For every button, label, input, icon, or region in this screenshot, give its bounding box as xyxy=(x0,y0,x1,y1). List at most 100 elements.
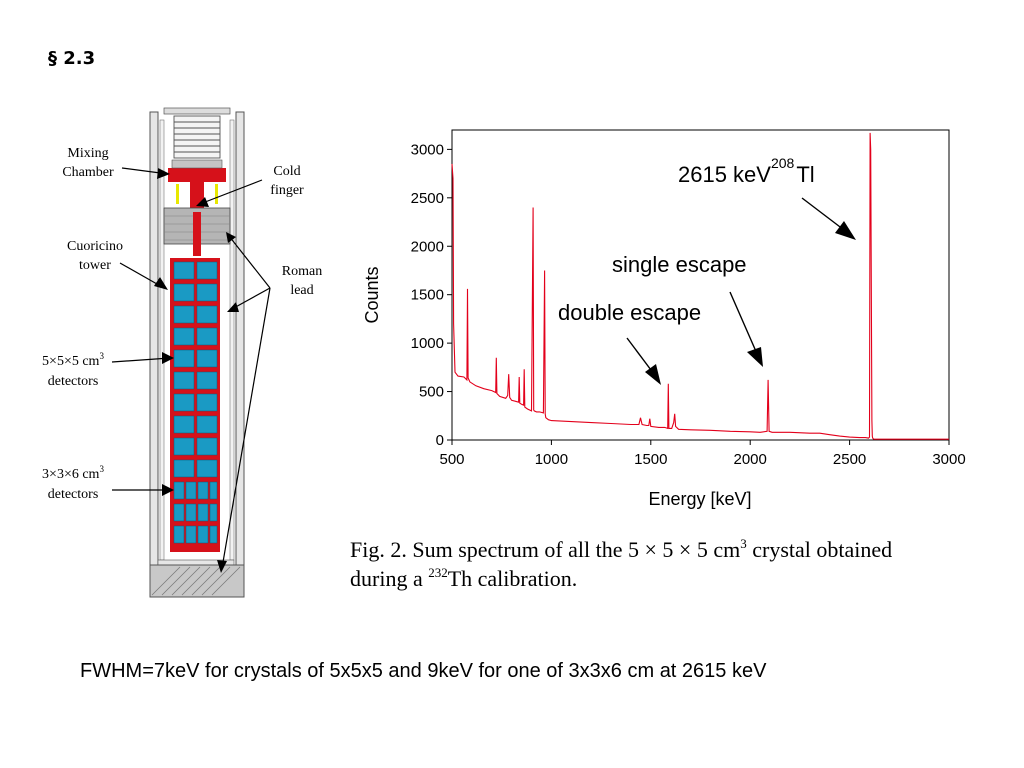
plot-frame xyxy=(451,129,950,441)
caption-part-4: Th calibration. xyxy=(447,566,578,591)
label-det336-sup: 3 xyxy=(99,464,104,474)
tower-hanger xyxy=(193,212,201,256)
detector-5x5x5 xyxy=(173,327,195,346)
x-tick-label: 2000 xyxy=(734,451,767,468)
x-tick-label: 1500 xyxy=(634,451,667,468)
detector-3x3x6 xyxy=(197,525,209,544)
detector-5x5x5 xyxy=(196,459,218,478)
y-axis-label: Counts xyxy=(362,266,382,323)
detector-3x3x6 xyxy=(173,503,185,522)
detector-5x5x5 xyxy=(173,349,195,368)
label-cuoricino-2: tower xyxy=(79,258,111,273)
mixing-chamber-plate xyxy=(168,168,226,182)
detector-5x5x5 xyxy=(173,283,195,302)
detector-5x5x5 xyxy=(173,459,195,478)
annotation-single-escape: single escape xyxy=(612,252,747,277)
detector-5x5x5 xyxy=(196,327,218,346)
label-det336-2: detectors xyxy=(48,487,99,502)
detector-3x3x6 xyxy=(197,503,209,522)
detector-3x3x6 xyxy=(209,503,218,522)
cold-finger xyxy=(190,182,204,212)
label-roman-lead-2: lead xyxy=(290,283,313,298)
detector-3x3x6 xyxy=(185,481,197,500)
y-tick-label: 1500 xyxy=(411,287,444,304)
label-cold-finger-1: Cold xyxy=(273,164,300,179)
support-post-left xyxy=(176,184,179,204)
annotation-arrowheads xyxy=(645,221,856,385)
section-title: § 2.3 xyxy=(48,48,96,69)
detector-5x5x5 xyxy=(173,305,195,324)
y-tick-label: 0 xyxy=(436,432,444,449)
detector-5x5x5 xyxy=(173,437,195,456)
cryostat-outer-left-wall xyxy=(149,111,159,598)
y-tick-label: 2500 xyxy=(411,190,444,207)
x-tick-label: 3000 xyxy=(932,451,965,468)
diagram-arrowheads xyxy=(154,168,239,573)
y-tick-label: 2000 xyxy=(411,238,444,255)
label-mixing-chamber-1: Mixing xyxy=(67,146,108,161)
detector-5x5x5 xyxy=(196,415,218,434)
label-roman-lead-1: Roman xyxy=(282,264,322,279)
x-tick-label: 500 xyxy=(439,451,464,468)
cryostat-outer-right-wall xyxy=(235,111,245,598)
caption-part-3: during a xyxy=(350,566,429,591)
detector-5x5x5 xyxy=(196,261,218,280)
detector-5x5x5 xyxy=(196,283,218,302)
x-tick-label: 2500 xyxy=(833,451,866,468)
annotation-arrows xyxy=(626,197,849,375)
detector-3x3x6 xyxy=(173,525,185,544)
annotation-2615-tail: Tl xyxy=(796,162,814,187)
support-post-right xyxy=(215,184,218,204)
annotation-2615-sup: 208 xyxy=(771,155,795,171)
label-cuoricino-1: Cuoricino xyxy=(67,239,123,254)
detector-3x3x6 xyxy=(173,481,185,500)
x-axis-label: Energy [keV] xyxy=(648,489,751,509)
label-det555-sup: 3 xyxy=(99,351,104,361)
label-det555-1: 5×5×5 cm3 xyxy=(42,351,104,369)
cryostat-inner-right-wall xyxy=(229,119,235,561)
y-tick-label: 3000 xyxy=(411,141,444,158)
detector-5x5x5 xyxy=(173,415,195,434)
detector-5x5x5 xyxy=(196,393,218,412)
top-flange xyxy=(163,107,231,115)
annotation-double-escape: double escape xyxy=(558,300,701,325)
annotation-2615-kev: 2615 keV208Tl xyxy=(678,155,815,187)
x-axis-ticks: 500 1000 1500 2000 2500 3000 xyxy=(439,440,966,468)
detector-3x3x6 xyxy=(197,481,209,500)
x-tick-label: 1000 xyxy=(535,451,568,468)
detector-3x3x6 xyxy=(209,525,218,544)
spectrum-series-line xyxy=(451,132,949,440)
detector-5x5x5 xyxy=(196,305,218,324)
caption-sup-2: 232 xyxy=(428,565,448,580)
label-det336-1: 3×3×6 cm3 xyxy=(42,464,104,482)
detector-3x3x6 xyxy=(209,481,218,500)
tower-detectors xyxy=(173,261,218,544)
y-axis-ticks: 0 500 1000 1500 2000 2500 3000 xyxy=(411,141,452,449)
figure-caption: Fig. 2. Sum spectrum of all the 5 × 5 × … xyxy=(350,535,990,593)
caption-part-2: crystal obtained xyxy=(746,537,893,562)
spectrum-chart: 0 500 1000 1500 2000 2500 3000 500 1000 1500 2000… xyxy=(362,129,966,509)
label-det336-text: 3×3×6 cm xyxy=(42,467,100,482)
detector-5x5x5 xyxy=(196,437,218,456)
label-det555-2: detectors xyxy=(48,374,99,389)
detector-5x5x5 xyxy=(173,371,195,390)
mixing-chamber-top xyxy=(171,159,223,169)
y-tick-label: 1000 xyxy=(411,335,444,352)
detector-3x3x6 xyxy=(185,525,197,544)
caption-sup-1: 3 xyxy=(740,536,747,551)
fwhm-note: FWHM=7keV for crystals of 5x5x5 and 9keV… xyxy=(80,660,767,682)
bottom-lead-hatch xyxy=(151,566,241,596)
y-tick-label: 500 xyxy=(419,384,444,401)
annotation-2615-text: 2615 keV xyxy=(678,162,771,187)
caption-part-1: Fig. 2. Sum spectrum of all the 5 × 5 × … xyxy=(350,537,741,562)
label-mixing-chamber-2: Chamber xyxy=(62,165,114,180)
label-det555-text: 5×5×5 cm xyxy=(42,354,100,369)
cryostat-diagram: Mixing Chamber Cold finger Cuoricino tow… xyxy=(42,107,322,598)
detector-5x5x5 xyxy=(196,371,218,390)
label-cold-finger-2: finger xyxy=(270,183,304,198)
detector-5x5x5 xyxy=(196,349,218,368)
detector-5x5x5 xyxy=(173,393,195,412)
detector-5x5x5 xyxy=(173,261,195,280)
bellows xyxy=(173,115,221,159)
detector-3x3x6 xyxy=(185,503,197,522)
